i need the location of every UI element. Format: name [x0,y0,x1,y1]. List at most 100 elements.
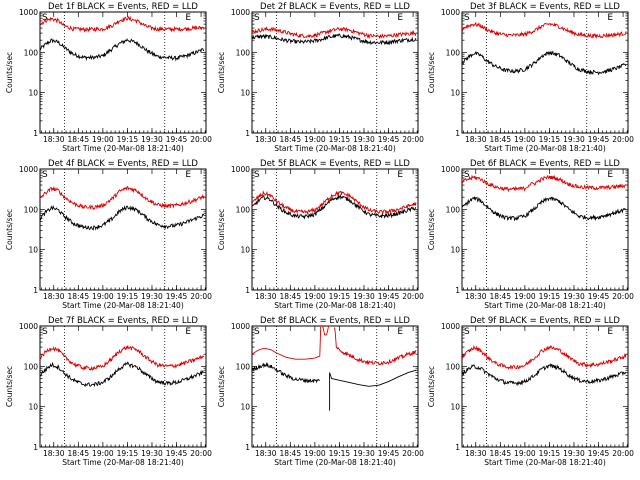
x-axis-label: Start Time (20-Mar-08 18:21:40) [274,458,396,467]
x-tick-label: 18:45 [67,135,89,144]
y-axis-label: Counts/sec [427,366,436,407]
y-tick-label: 10 [28,246,38,255]
series-line-lld [462,344,627,370]
series-line-lld [462,21,627,39]
y-tick-label: 100 [236,362,251,371]
x-tick-label: 19:00 [514,135,536,144]
x-axis-label: Start Time (20-Mar-08 18:21:40) [62,301,184,310]
x-tick-label: 20:00 [612,135,634,144]
marker-e: E [185,13,191,23]
y-tick-label: 100 [446,48,461,57]
x-tick-label: 19:15 [117,135,139,144]
marker-e: E [397,170,403,180]
x-axis-label: Start Time (20-Mar-08 18:21:40) [484,301,606,310]
x-tick-label: 20:00 [190,449,212,458]
series-line-events [329,369,417,411]
y-axis-label: Counts/sec [5,366,14,407]
y-tick-label: 100 [24,362,39,371]
series-line-events [252,362,320,384]
marker-s: S [42,170,48,180]
y-tick-label: 1 [455,286,460,295]
chart-title: Det 6f BLACK = Events, RED = LLD [470,159,620,169]
x-tick-label: 18:30 [255,135,277,144]
x-tick-label: 19:45 [588,449,610,458]
marker-s: S [42,13,48,23]
x-tick-label: 18:45 [489,449,511,458]
x-tick-label: 19:15 [329,135,351,144]
series-line-lld [252,26,417,40]
x-axis-label: Start Time (20-Mar-08 18:21:40) [274,144,396,153]
x-tick-label: 19:00 [304,449,326,458]
x-tick-label: 19:30 [353,449,375,458]
x-tick-label: 19:00 [92,135,114,144]
x-tick-label: 19:00 [514,292,536,301]
chart-title: Det 8f BLACK = Events, RED = LLD [260,316,410,326]
x-tick-label: 19:45 [588,135,610,144]
y-axis-label: Counts/sec [5,209,14,250]
marker-s: S [254,327,260,337]
marker-e: E [185,170,191,180]
y-tick-label: 1000 [231,8,250,17]
x-tick-label: 18:30 [465,135,487,144]
x-tick-label: 20:00 [402,449,424,458]
x-tick-label: 18:30 [43,449,65,458]
y-tick-label: 100 [446,205,461,214]
x-axis-label: Start Time (20-Mar-08 18:21:40) [62,458,184,467]
x-tick-label: 19:45 [378,135,400,144]
x-tick-label: 19:45 [166,292,188,301]
x-tick-label: 19:30 [141,292,163,301]
series-line-events [462,50,627,76]
marker-s: S [464,13,470,23]
y-tick-label: 10 [450,403,460,412]
x-tick-label: 19:00 [92,292,114,301]
series-line-lld [334,327,417,366]
marker-e: E [607,327,613,337]
y-axis-label: Counts/sec [217,209,226,250]
x-tick-label: 18:30 [465,292,487,301]
x-tick-label: 18:30 [43,135,65,144]
y-tick-label: 1 [245,129,250,138]
y-tick-label: 100 [236,48,251,57]
x-tick-label: 19:30 [563,449,585,458]
y-tick-label: 1000 [19,8,38,17]
series-line-events [40,361,205,388]
y-tick-label: 10 [450,89,460,98]
y-axis-label: Counts/sec [217,366,226,407]
series-line-events [462,363,627,387]
y-tick-label: 1000 [441,165,460,174]
x-tick-label: 19:15 [539,292,561,301]
marker-s: S [464,170,470,180]
marker-e: E [607,170,613,180]
y-axis-label: Counts/sec [427,209,436,250]
x-tick-label: 18:45 [489,292,511,301]
marker-s: S [42,327,48,337]
chart-title: Det 9f BLACK = Events, RED = LLD [470,316,620,326]
chart-title: Det 2f BLACK = Events, RED = LLD [260,2,410,12]
x-tick-label: 18:45 [279,449,301,458]
marker-e: E [397,327,403,337]
x-tick-label: 19:15 [117,449,139,458]
x-tick-label: 19:15 [539,449,561,458]
series-line-lld [252,190,417,216]
x-tick-label: 18:30 [255,292,277,301]
series-line-lld [462,174,627,193]
x-tick-label: 20:00 [190,135,212,144]
x-tick-label: 18:45 [279,135,301,144]
x-tick-label: 19:00 [304,135,326,144]
x-tick-label: 20:00 [402,292,424,301]
chart-title: Det 1f BLACK = Events, RED = LLD [48,2,198,12]
y-tick-label: 1 [455,129,460,138]
series-line-events [462,196,627,222]
x-tick-label: 20:00 [612,449,634,458]
x-tick-label: 18:45 [67,449,89,458]
y-tick-label: 100 [446,362,461,371]
series-line-events [252,194,417,220]
y-tick-label: 10 [28,403,38,412]
